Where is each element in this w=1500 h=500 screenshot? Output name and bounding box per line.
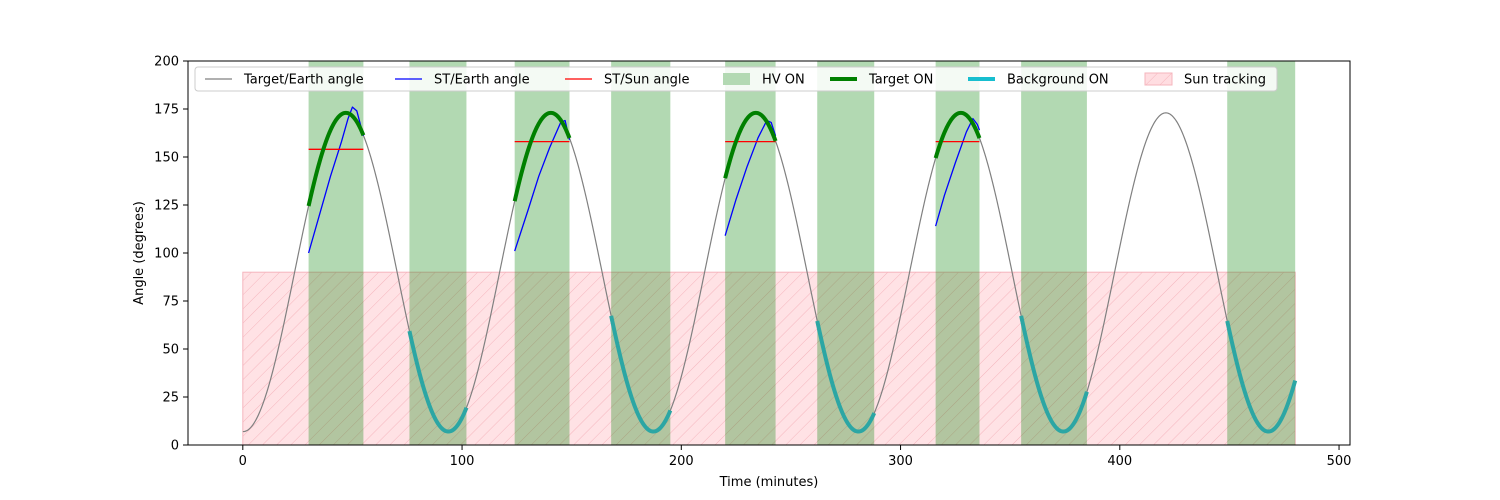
x-tick-label: 400 bbox=[1107, 454, 1132, 469]
legend-label: ST/Sun angle bbox=[604, 73, 690, 88]
legend-swatch bbox=[723, 73, 750, 85]
x-tick-label: 0 bbox=[239, 454, 247, 469]
y-tick-label: 50 bbox=[162, 343, 179, 358]
y-tick-label: 150 bbox=[154, 151, 179, 166]
legend-label: Sun tracking bbox=[1184, 73, 1266, 88]
target-on-segment bbox=[723, 110, 778, 179]
legend-label: ST/Earth angle bbox=[434, 73, 530, 88]
background-on-segment bbox=[1019, 315, 1089, 434]
x-tick-label: 500 bbox=[1327, 454, 1352, 469]
background-on-segment bbox=[1225, 320, 1298, 434]
legend-label: Background ON bbox=[1007, 73, 1109, 88]
y-tick-label: 25 bbox=[162, 391, 179, 406]
legend-label: HV ON bbox=[762, 73, 805, 88]
background-on-segment bbox=[815, 320, 877, 434]
legend-hatch-swatch bbox=[1145, 73, 1172, 85]
background-on-segment bbox=[609, 315, 673, 434]
y-tick-label: 200 bbox=[154, 55, 179, 70]
x-tick-label: 100 bbox=[450, 454, 475, 469]
background-on-segment bbox=[407, 330, 469, 434]
x-axis-label: Time (minutes) bbox=[719, 475, 819, 490]
st-earth-angle-line bbox=[514, 119, 571, 252]
hv-on-span bbox=[1227, 61, 1296, 445]
x-tick-label: 300 bbox=[888, 454, 913, 469]
y-tick-label: 0 bbox=[171, 439, 179, 454]
legend-label: Target ON bbox=[868, 73, 933, 88]
plot-area bbox=[242, 61, 1298, 445]
y-tick-label: 175 bbox=[154, 103, 179, 118]
hv-on-span bbox=[409, 61, 467, 445]
legend: Target/Earth angle ST/Earth angle ST/Sun a… bbox=[194, 66, 1278, 92]
hv-on-span bbox=[817, 61, 875, 445]
legend-label: Target/Earth angle bbox=[243, 73, 364, 88]
sun-tracking-hatch bbox=[242, 271, 1296, 445]
y-tick-label: 100 bbox=[154, 247, 179, 262]
target-on-segment bbox=[306, 110, 366, 207]
target-on-segment bbox=[933, 110, 982, 159]
target-on-segment bbox=[512, 110, 572, 202]
hv-on-span bbox=[1021, 61, 1087, 445]
st-earth-angle-line bbox=[724, 119, 777, 236]
hv-on-span bbox=[514, 61, 570, 445]
hv-on-span bbox=[308, 61, 364, 445]
y-tick-label: 125 bbox=[154, 199, 179, 214]
hv-on-span bbox=[611, 61, 671, 445]
axes: 0 100 200 300 400 500 0 25 50 75 100 125 150 175 200 bbox=[154, 55, 1351, 470]
y-axis-label: Angle (degrees) bbox=[132, 201, 147, 305]
st-earth-angle-line bbox=[307, 106, 365, 254]
y-tick-label: 75 bbox=[162, 295, 179, 310]
st-earth-angle-line bbox=[935, 117, 981, 227]
x-tick-label: 200 bbox=[669, 454, 694, 469]
hv-on-span bbox=[725, 61, 776, 445]
